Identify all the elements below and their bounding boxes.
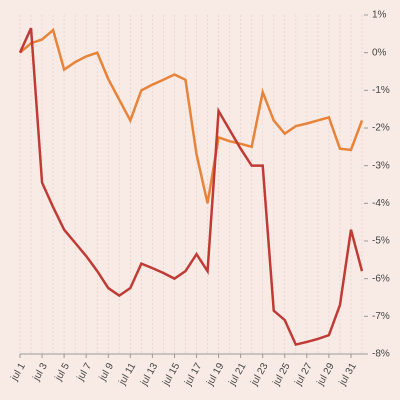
x-tick-label: jul 25 [271,361,293,388]
x-tick-label: jul 17 [182,361,204,388]
y-tick-label: -7% [372,311,390,322]
x-tick-label: jul 31 [337,361,359,388]
y-tick-label: -3% [372,160,390,171]
y-tick-label: -1% [372,85,390,96]
x-tick-label: jul 19 [204,361,226,388]
x-tick-label: jul 11 [117,361,139,388]
y-tick-label: -4% [372,198,390,209]
x-tick-label: jul 29 [315,361,337,388]
x-tick-label: jul 3 [31,361,50,384]
y-tick-label: -8% [372,349,390,360]
x-tick-label: jul 9 [97,361,116,384]
data-line [18,27,364,347]
x-tick-label: jul 7 [75,361,94,384]
data-line [19,27,364,204]
y-tick-label: -2% [372,123,390,134]
x-tick-label: jul 23 [249,361,271,388]
x-tick-label: jul 5 [53,361,72,384]
x-tick-label: jul 1 [9,361,28,384]
y-tick-label: -5% [372,236,390,247]
y-tick-label: -6% [372,273,390,284]
x-tick-label: jul 21 [227,361,249,388]
x-tick-label: jul 27 [293,361,315,388]
y-tick-label: 1% [372,10,387,21]
x-tick-label: jul 15 [160,361,182,388]
y-tick-label: 0% [372,47,387,58]
x-tick-label: jul 13 [138,361,160,388]
